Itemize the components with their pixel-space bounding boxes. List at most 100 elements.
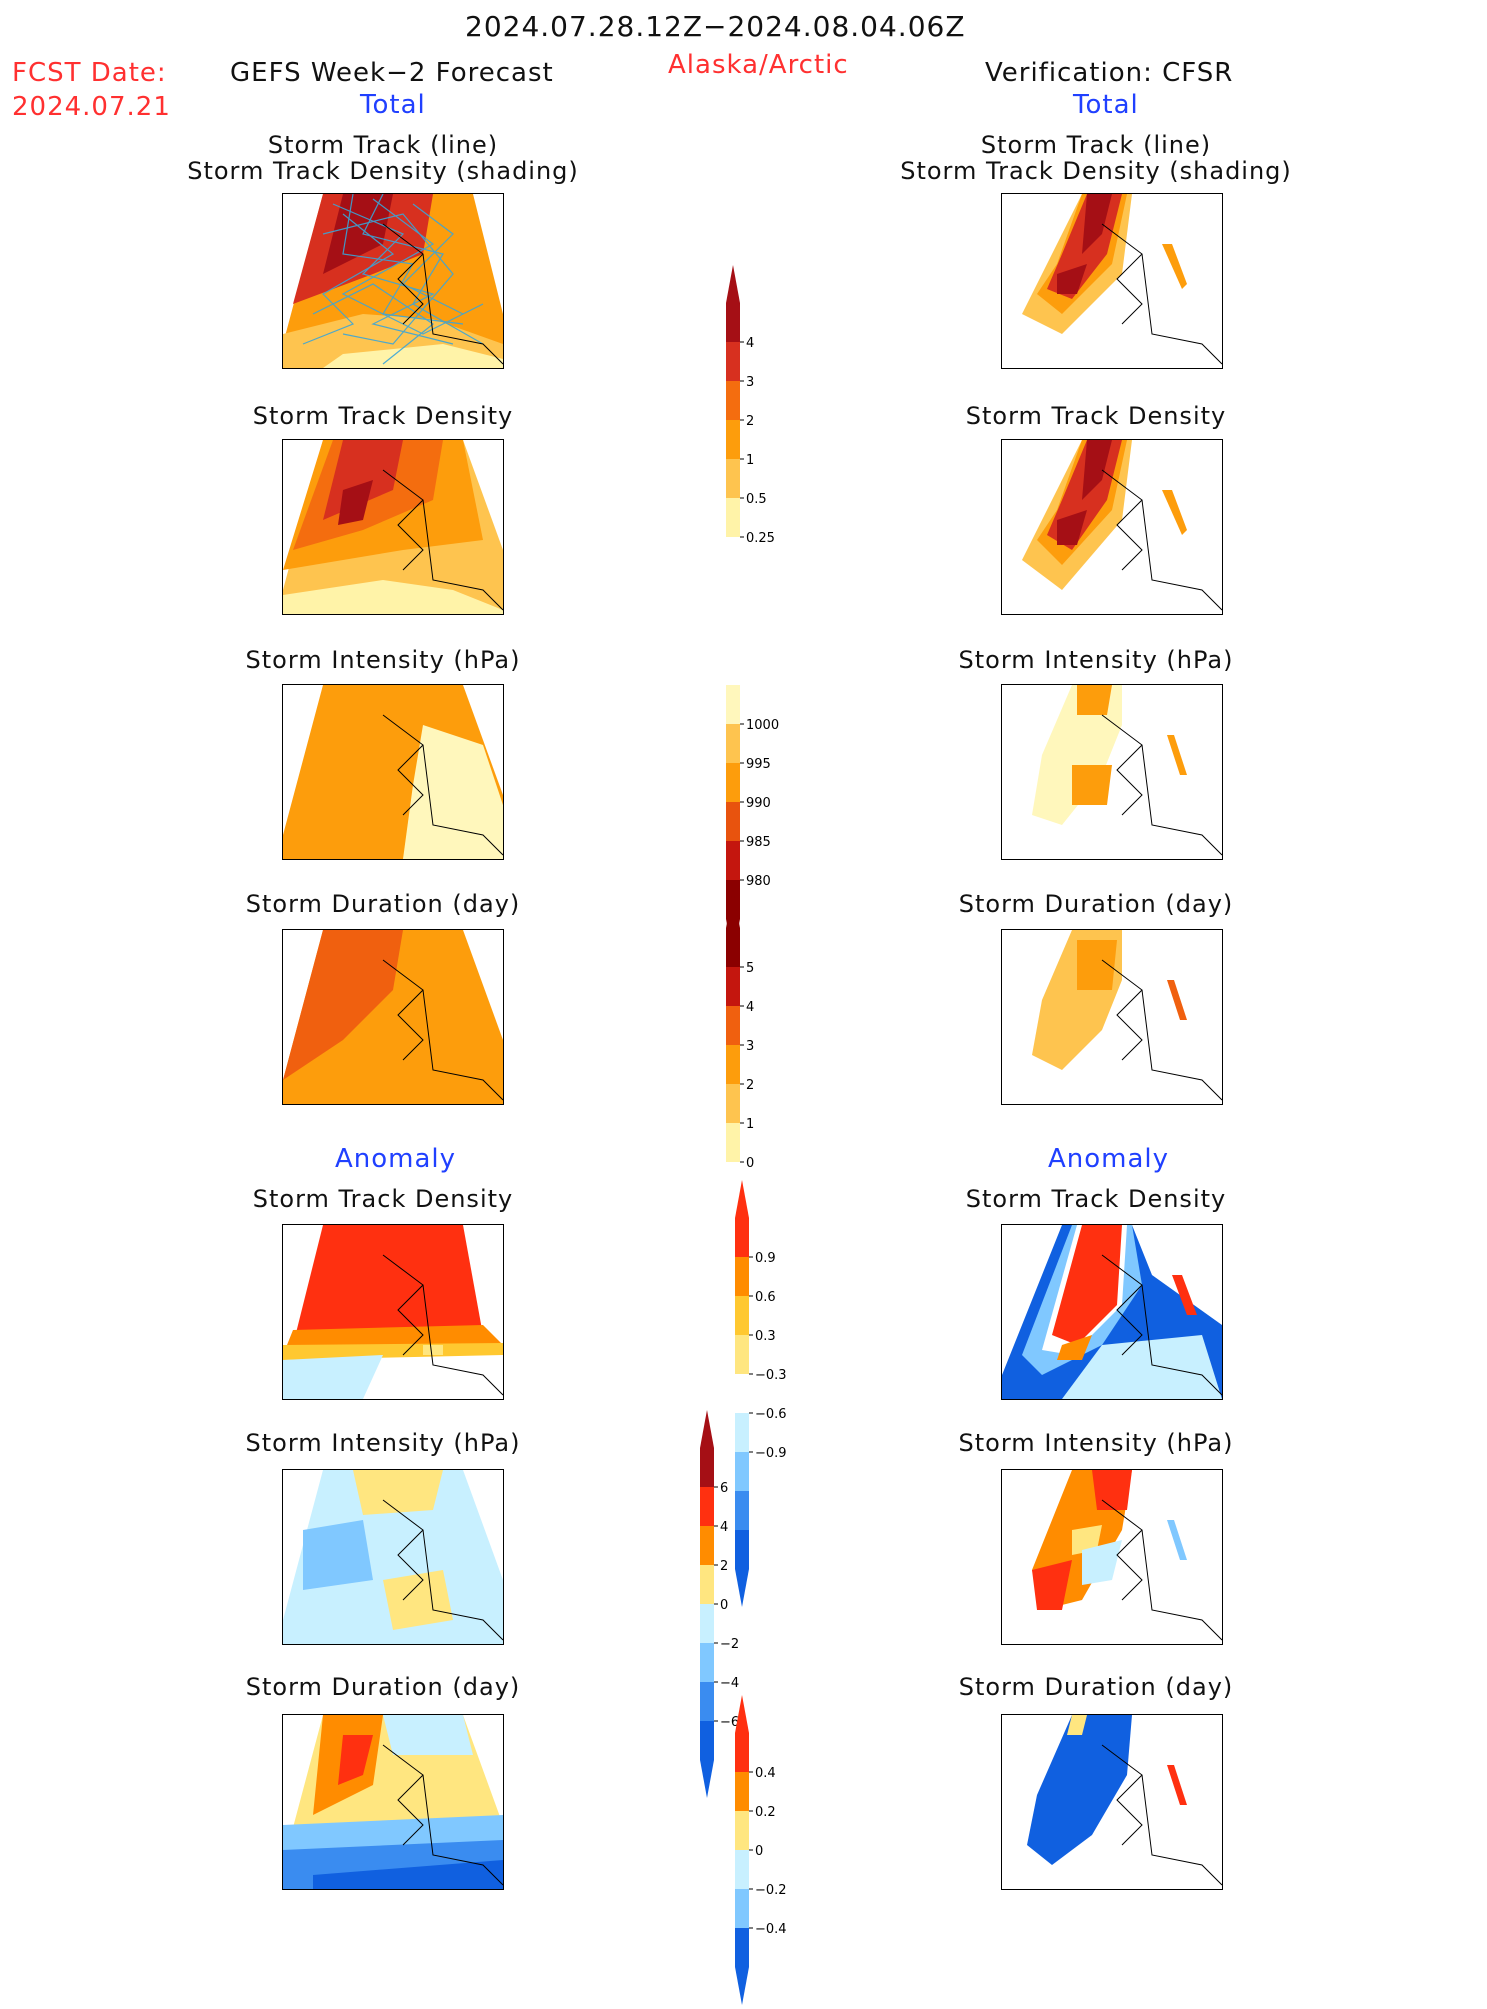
colorbar-swatch [735,1889,749,1928]
colorbar-swatch [726,303,740,342]
colorbar-label: −0.9 [755,1446,787,1461]
colorbar-arrow-top [735,1180,749,1218]
left-title-density: Storm Track Density [252,402,514,430]
colorbar-label: 4 [746,1000,754,1015]
colorbar-swatch [726,763,740,802]
left-title-anom-intensity: Storm Intensity (hPa) [245,1429,521,1457]
right-title-anom-duration: Storm Duration (day) [958,1673,1234,1701]
colorbar-label: 1000 [746,718,779,733]
colorbar-label: 980 [746,874,771,889]
colorbar-swatch [735,1296,749,1335]
colorbar-svg: 4 3 2 1 0.5 0.25 [726,265,775,546]
map-verif-anom-density [1001,1224,1223,1400]
colorbar-total-intensity: 1000 995 990 985 980 [726,685,806,961]
colorbar-svg: 6 4 2 0 −2 −4 −6 [700,1410,739,1798]
anomaly-label-left: Anomaly [335,1144,457,1174]
colorbar-label: 4 [746,336,754,351]
colorbar-total-density: 4 3 2 1 0.5 0.25 [726,265,806,546]
colorbar-label: 0.9 [755,1251,776,1266]
colorbar-label: 0.2 [755,1805,776,1820]
right-title-density: Storm Track Density [965,402,1227,430]
colorbar-swatch [726,967,740,1006]
colorbar-total-duration: 5 4 3 2 1 0 [726,890,806,1171]
map-verif-track-density [1001,439,1223,615]
colorbar-label: −0.3 [755,1368,787,1383]
right-title-duration: Storm Duration (day) [958,890,1234,918]
colorbar-swatch [726,420,740,459]
colorbar-label: 0.25 [746,531,775,546]
colorbar-label: −6 [720,1715,739,1730]
colorbar-label: −2 [720,1637,739,1652]
colorbar-svg: 1000 995 990 985 980 [726,685,779,957]
colorbar-swatch [726,459,740,498]
colorbar-label: 5 [746,961,754,976]
colorbar-svg: 0.4 0.2 0 −0.2 −0.4 [735,1695,787,2005]
colorbar-arrow-top [700,1410,714,1448]
left-title-anom-duration: Storm Duration (day) [245,1673,521,1701]
colorbar-svg: 0.9 0.6 0.3 −0.3 −0.6 −0.9 [735,1180,787,1607]
right-title-anom-density: Storm Track Density [965,1185,1227,1213]
colorbar-swatch [726,841,740,880]
colorbar-swatch [726,1045,740,1084]
colorbar-label: 0.4 [755,1766,776,1781]
colorbar-swatch [700,1565,714,1604]
colorbar-swatch [735,1733,749,1772]
map-verif-intensity [1001,684,1223,860]
colorbar-label: 0 [720,1598,728,1613]
colorbar-swatch [735,1530,749,1569]
colorbar-swatch [700,1604,714,1643]
colorbar-label: 2 [746,1078,754,1093]
colorbar-swatch [735,1218,749,1257]
colorbar-label: 985 [746,835,771,850]
colorbar-arrow-top [726,890,740,928]
colorbar-swatch [726,1084,740,1123]
colorbar-arrow-bottom [735,1569,749,1607]
colorbar-label: 0.6 [755,1290,776,1305]
colorbar-arrow-top [735,1695,749,1733]
colorbar-svg: 5 4 3 2 1 0 [726,890,754,1171]
colorbar-label: 0.5 [746,492,767,507]
colorbar-label: 990 [746,796,771,811]
colorbar-swatch [735,1374,749,1413]
colorbar-swatch [726,724,740,763]
colorbar-label: −0.2 [755,1883,787,1898]
total-label-left: Total [360,90,426,120]
colorbar-label: 0 [755,1844,763,1859]
colorbar-swatch [700,1721,714,1760]
forecast-title: GEFS Week−2 Forecast [230,58,554,88]
colorbar-label: −4 [720,1676,739,1691]
map-verif-duration [1001,929,1223,1105]
colorbar-swatch [735,1257,749,1296]
colorbar-label: 2 [720,1559,728,1574]
map-forecast-duration [282,929,504,1105]
colorbar-swatch [735,1850,749,1889]
colorbar-arrow-bottom [735,1967,749,2005]
colorbar-label: 0 [746,1156,754,1171]
colorbar-swatch [735,1335,749,1374]
map-verif-anom-intensity [1001,1469,1223,1645]
left-title-intensity: Storm Intensity (hPa) [245,646,521,674]
colorbar-label: −0.4 [755,1922,787,1937]
colorbar-swatch [726,802,740,841]
colorbar-swatch [700,1643,714,1682]
colorbar-label: −0.6 [755,1407,787,1422]
map-forecast-intensity [282,684,504,860]
verification-title: Verification: CFSR [985,58,1234,88]
fcst-date-label: FCST Date: [12,58,167,88]
map-forecast-anom-duration [282,1714,504,1890]
map-forecast-anom-intensity [282,1469,504,1645]
left-title-track-shading: Storm Track Density (shading) [187,157,579,185]
right-title-anom-intensity: Storm Intensity (hPa) [958,1429,1234,1457]
colorbar-swatch [735,1452,749,1491]
colorbar-label: 1 [746,453,754,468]
colorbar-swatch [726,342,740,381]
colorbar-swatch [735,1413,749,1452]
total-label-right: Total [1073,90,1139,120]
colorbar-swatch [735,1928,749,1967]
region-title: Alaska/Arctic [668,50,849,80]
anomaly-label-right: Anomaly [1048,1144,1170,1174]
colorbar-swatch [735,1491,749,1530]
colorbar-anom-density: 0.9 0.6 0.3 −0.3 −0.6 −0.9 [735,1180,815,1611]
colorbar-swatch [700,1487,714,1526]
colorbar-swatch [726,381,740,420]
